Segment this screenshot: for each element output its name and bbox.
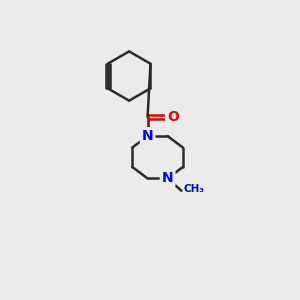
Text: N: N (142, 129, 153, 143)
Text: CH₃: CH₃ (184, 184, 205, 194)
Text: N: N (162, 172, 173, 185)
Text: O: O (167, 110, 179, 124)
